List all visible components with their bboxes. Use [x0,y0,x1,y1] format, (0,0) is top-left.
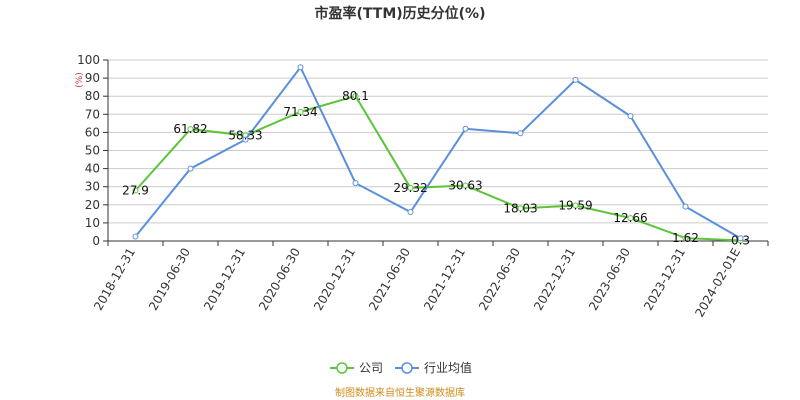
y-tick-label: 80 [85,89,100,103]
source-note: 制图数据来自恒生聚源数据库 [335,386,465,399]
y-tick-label: 0 [92,234,100,248]
y-tick-label: 40 [85,162,100,176]
x-tick-label: 2024-02-01E [692,246,743,320]
data-label: 80.1 [342,89,369,103]
x-tick-label: 2020-06-30 [256,246,303,313]
x-tick-label: 2019-12-31 [201,246,248,313]
x-tick-label: 2022-12-31 [531,246,578,313]
x-tick-label: 2022-06-30 [476,246,523,313]
series-line [134,65,741,240]
chart-title: 市盈率(TTM)历史分位(%) [315,5,486,22]
data-label: 12.66 [613,211,647,225]
data-point [132,233,139,240]
data-point [517,130,524,137]
x-tick-label: 2019-06-30 [146,246,193,313]
x-tick-label: 2020-12-31 [311,246,358,313]
data-label: 19.59 [558,199,592,213]
legend-item-label: 行业均值 [424,360,472,375]
x-axis: 2018-12-31 2019-06-30 2019-12-31 2020-06-30… [91,240,769,320]
series-layer [132,64,744,244]
grid [108,59,768,224]
y-tick-label: 30 [85,180,100,194]
data-label: 30.63 [448,179,482,193]
data-point [572,202,579,209]
series-line [134,94,741,242]
y-tick-label: 50 [85,144,100,158]
x-tick-label: 2023-12-31 [641,246,688,313]
legend-marker [336,362,348,374]
y-tick-label: 20 [85,198,100,212]
data-label: 29.32 [393,181,427,195]
data-point [132,187,139,194]
data-point [297,108,304,115]
x-tick-label: 2023-06-30 [586,246,633,313]
data-point [187,126,194,133]
data-point [682,235,689,242]
data-label: 18.03 [503,201,537,215]
data-label: 27.9 [122,184,149,198]
data-point [407,209,414,216]
data-label: 1.62 [672,231,699,245]
legend-marker [401,362,413,374]
data-point [627,215,634,222]
data-point [517,205,524,212]
data-labels: 27.9 61.82 58.33 71.34 80.1 29.32 30.63 18.03 19… [122,89,750,247]
data-label: 71.34 [283,105,317,119]
x-tick-label: 2021-12-31 [421,246,468,313]
y-tick-label: 70 [85,107,100,121]
y-tick-label: 60 [85,125,100,139]
y-tick-label: 10 [85,216,100,230]
y-tick-label: 90 [85,71,100,85]
data-point [352,93,359,100]
data-point [407,184,414,191]
data-point [297,64,304,71]
data-point [572,76,579,83]
data-point [462,182,469,189]
y-unit-label: (%) [75,72,85,88]
data-label: 61.82 [173,122,207,136]
data-label: 58.33 [228,128,262,142]
data-point [462,125,469,132]
legend[interactable]: 公司 行业均值 [330,360,472,375]
x-tick-label: 2018-12-31 [91,246,138,313]
y-axis: 0 10 20 30 40 50 60 70 80 90 100 [77,53,109,248]
data-point [627,113,634,120]
data-point [737,235,744,242]
data-point [682,203,689,210]
data-point [352,180,359,187]
data-point [242,136,249,143]
data-label: 0.3 [731,233,750,247]
y-tick-label: 100 [77,53,100,67]
x-tick-label: 2021-06-30 [366,246,413,313]
data-point [187,165,194,172]
legend-item-label: 公司 [359,361,383,375]
